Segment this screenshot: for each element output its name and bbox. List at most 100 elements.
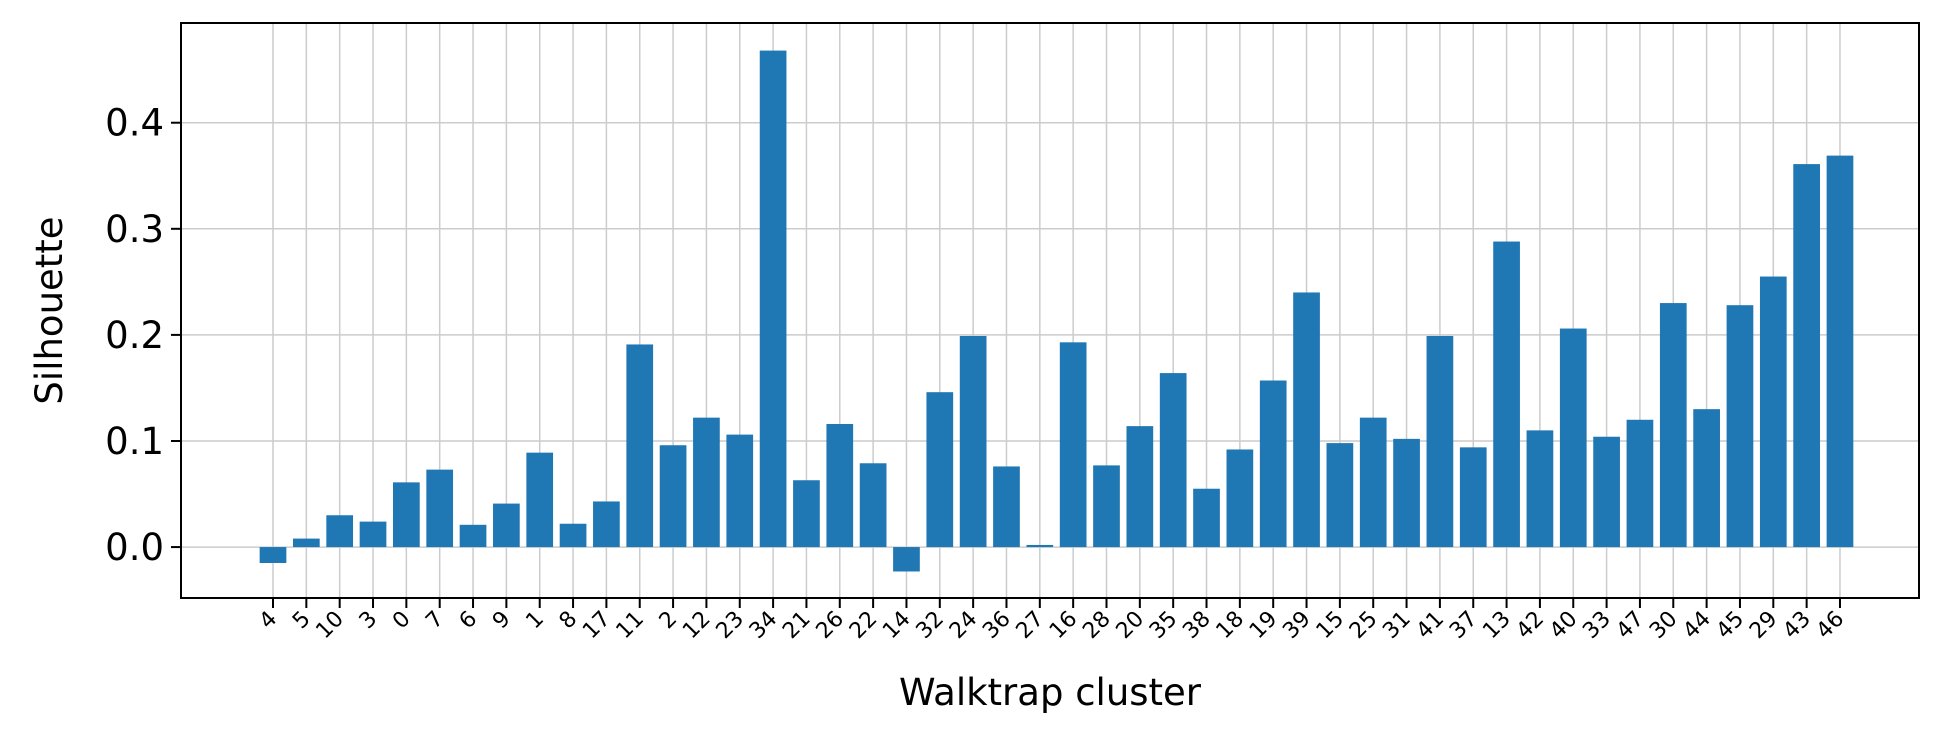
x-tick-label: 23: [712, 607, 749, 644]
y-ticks: 0.0 0.1 0.2 0.3 0.4: [105, 102, 181, 569]
bar-34: [759, 50, 787, 548]
x-tick-label: 15: [1312, 607, 1349, 644]
bar-23: [726, 434, 754, 548]
bar-11: [626, 344, 654, 548]
bar-22: [859, 463, 887, 548]
x-tick-label: 24: [945, 607, 982, 644]
bar-40: [1559, 328, 1587, 548]
bar-12: [693, 417, 720, 548]
y-axis-label: Silhouette: [28, 216, 71, 404]
bar-45: [1726, 305, 1754, 548]
bar-36: [993, 466, 1020, 548]
x-tick-label: 41: [1412, 607, 1449, 644]
y-tick-label: 0.2: [105, 314, 164, 357]
x-tick-label: 18: [1212, 607, 1249, 644]
x-tick-label: 45: [1712, 607, 1749, 644]
bar-20: [1126, 426, 1154, 548]
bar-26: [826, 424, 854, 548]
bar-44: [1693, 409, 1720, 548]
x-tick-label: 39: [1278, 607, 1315, 644]
x-tick-label: 42: [1512, 607, 1549, 644]
x-tick-label: 26: [812, 607, 849, 644]
bars: [259, 50, 1854, 572]
bar-17: [593, 501, 620, 548]
bar-3: [359, 521, 387, 548]
bar-38: [1193, 488, 1220, 548]
bar-43: [1793, 164, 1820, 548]
x-tick-label: 9: [488, 607, 516, 635]
x-tick-label: 37: [1445, 607, 1482, 644]
bar-29: [1759, 276, 1787, 548]
bar-24: [959, 335, 987, 548]
x-tick-label: 40: [1545, 607, 1582, 644]
bar-9: [493, 503, 520, 548]
x-tick-label: 35: [1145, 607, 1182, 644]
bar-6: [459, 524, 487, 548]
x-tick-label: 21: [778, 607, 815, 644]
x-tick-label: 38: [1178, 607, 1215, 644]
x-tick-label: 0: [388, 607, 416, 635]
x-tick-label: 12: [678, 607, 715, 644]
bar-42: [1526, 430, 1554, 548]
x-tick-label: 44: [1678, 607, 1715, 644]
x-tick-label: 30: [1645, 607, 1682, 644]
x-tick-label: 8: [555, 607, 583, 635]
bar-46: [1826, 155, 1854, 548]
bar-18: [1226, 449, 1254, 548]
bar-21: [793, 480, 820, 548]
x-tick-label: 6: [455, 607, 483, 635]
x-tick-label: 32: [912, 607, 949, 644]
bar-32: [926, 392, 954, 548]
x-tick-label: 17: [578, 607, 615, 644]
x-tick-label: 10: [311, 607, 348, 644]
bar-33: [1593, 436, 1620, 548]
x-tick-label: 46: [1812, 607, 1849, 644]
bar-25: [1359, 417, 1387, 548]
x-tick-label: 3: [355, 607, 383, 635]
x-tick-label: 20: [1112, 607, 1149, 644]
x-tick-label: 34: [745, 607, 782, 644]
x-tick-label: 5: [288, 607, 316, 635]
y-tick-label: 0.4: [105, 102, 164, 145]
x-tick-label: 2: [655, 607, 683, 635]
x-tick-label: 16: [1045, 607, 1082, 644]
bar-13: [1493, 241, 1520, 548]
x-tick-label: 33: [1578, 607, 1615, 644]
x-tick-label: 43: [1778, 607, 1815, 644]
x-tick-label: 27: [1012, 607, 1049, 644]
bar-2: [659, 445, 687, 548]
bar-28: [1093, 465, 1120, 548]
bar-16: [1059, 342, 1087, 548]
x-tick-label: 47: [1612, 607, 1649, 644]
x-tick-label: 28: [1078, 607, 1115, 644]
bar-30: [1659, 303, 1687, 548]
x-tick-label: 14: [878, 607, 915, 644]
bar-47: [1626, 419, 1654, 548]
x-tick-label: 36: [978, 607, 1015, 644]
bar-31: [1393, 438, 1420, 548]
bar-14: [893, 547, 920, 572]
x-tick-label: 19: [1245, 607, 1282, 644]
bar-39: [1293, 292, 1320, 548]
bar-0: [393, 482, 420, 548]
bar-4: [259, 547, 287, 563]
bar-41: [1426, 335, 1454, 548]
y-tick-label: 0.0: [105, 526, 164, 569]
bar-10: [326, 515, 354, 548]
bar-8: [559, 523, 587, 548]
x-tick-label: 11: [612, 607, 649, 644]
y-tick-label: 0.1: [105, 420, 164, 463]
x-tick-label: 1: [521, 607, 549, 635]
x-tick-label: 22: [845, 607, 882, 644]
x-tick-label: 13: [1478, 607, 1515, 644]
x-tick-label: 25: [1345, 607, 1382, 644]
x-tick-label: 29: [1745, 607, 1782, 644]
x-tick-label: 7: [421, 607, 449, 635]
y-tick-label: 0.3: [105, 208, 164, 251]
x-axis-label: Walktrap cluster: [899, 671, 1202, 714]
x-tick-label: 4: [255, 607, 283, 635]
bar-27: [1026, 544, 1054, 548]
